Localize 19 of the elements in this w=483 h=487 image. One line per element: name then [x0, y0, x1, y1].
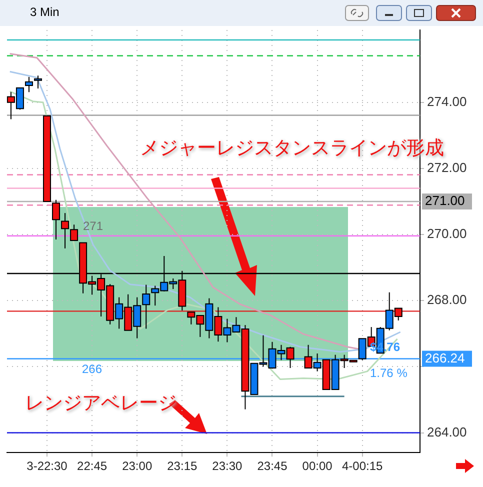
- annotation: 271: [83, 219, 104, 233]
- ref-line-label: 266.24: [425, 350, 465, 366]
- x-tick-label: 23:45: [257, 459, 288, 474]
- y-tick-label: 268.00: [427, 292, 467, 308]
- x-tick-label: 00:00: [302, 459, 333, 474]
- x-tick-label: 23:30: [212, 459, 243, 474]
- y-tick-label: 272.00: [427, 160, 467, 176]
- x-tick-label: 23:15: [167, 459, 198, 474]
- y-tick-label: 270.00: [427, 226, 467, 242]
- annotation: 1.76 %: [370, 366, 408, 380]
- x-tick-label: 23:00: [122, 459, 152, 474]
- ref-line-label: 271.00: [425, 193, 465, 208]
- x-tick-label: 22:45: [77, 459, 108, 474]
- x-tick-label: 3-22:30: [26, 459, 68, 474]
- y-tick-label: 274.00: [427, 94, 467, 109]
- annotation: 266: [82, 362, 102, 376]
- x-tick-label: 4-00:15: [342, 459, 384, 474]
- y-tick-label: 264.00: [427, 424, 467, 440]
- chart-title: 3 Min: [30, 5, 60, 19]
